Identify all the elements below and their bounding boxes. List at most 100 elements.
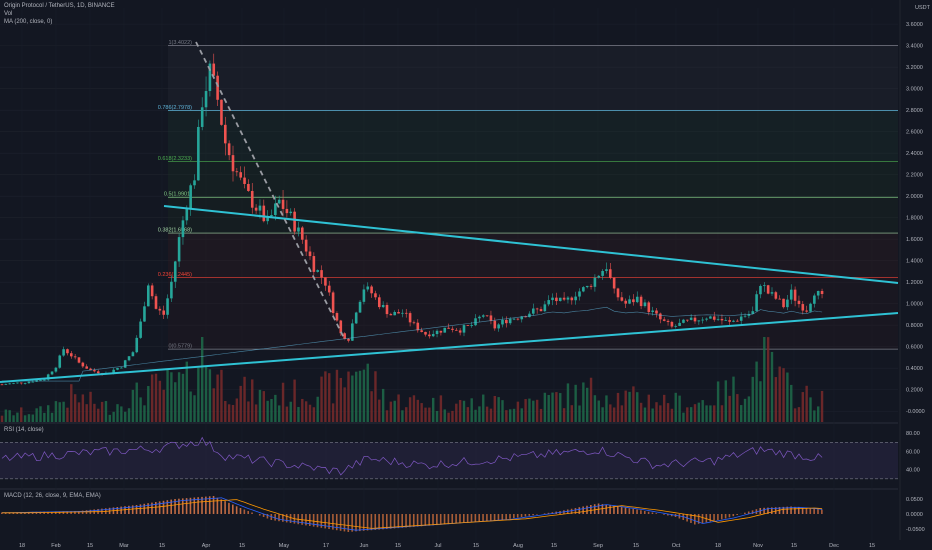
y-tick-label: 2.2000: [906, 173, 923, 179]
volume-bar: [478, 406, 481, 422]
candle-body: [327, 285, 331, 293]
candle-body: [143, 306, 146, 322]
macd-hist-bar: [805, 508, 808, 514]
candle-body: [4, 384, 8, 385]
volume-bar: [35, 408, 38, 422]
macd-hist-bar: [412, 514, 415, 527]
candle-body: [370, 286, 373, 294]
macd-legend[interactable]: MACD (12, 26, close, 9, EMA, EMA): [4, 493, 101, 499]
volume-bar: [732, 376, 735, 422]
candle-body: [189, 185, 192, 210]
macd-hist-bar: [574, 508, 577, 514]
volume-bar: [682, 412, 685, 422]
candle-body: [782, 298, 785, 308]
candle-body: [693, 317, 697, 322]
candle-body: [235, 171, 239, 173]
candle-body: [447, 327, 450, 329]
macd-hist-bar: [620, 507, 623, 514]
dashed-projection-line: [195, 41, 346, 341]
volume-bar: [347, 371, 350, 422]
candle-body: [489, 315, 493, 321]
macd-hist-bar: [701, 514, 704, 523]
volume-bar: [70, 384, 73, 422]
macd-hist-bar: [285, 514, 288, 523]
macd-hist-bar: [432, 514, 434, 526]
macd-hist-bar: [174, 499, 176, 514]
y-tick-label: 0.6000: [906, 345, 923, 351]
candle-body: [19, 382, 23, 384]
chart-title: Origin Protocol / TetherUS, 1D, BINANCE: [4, 3, 115, 9]
y-tick-label: 0.8000: [906, 323, 923, 329]
volume-bar: [612, 407, 616, 422]
volume-bar: [451, 410, 454, 422]
volume-bar: [220, 369, 223, 422]
rsi-pane: [0, 436, 898, 480]
volume-bar: [497, 397, 500, 422]
candle-body: [578, 291, 581, 297]
volume-bar: [150, 374, 154, 422]
candle-body: [801, 304, 805, 311]
volume-bar: [66, 407, 69, 422]
volume-bar: [516, 401, 520, 422]
volume-bar: [697, 402, 701, 422]
volume-bar: [254, 404, 258, 422]
x-tick-label: Nov: [753, 543, 763, 549]
candle-body: [643, 302, 647, 307]
macd-hist-bar: [143, 503, 146, 514]
volume-bar: [578, 405, 581, 422]
volume-bar: [328, 373, 331, 422]
macd-hist-bar: [767, 507, 769, 514]
macd-hist-bar: [4, 512, 7, 514]
rsi-legend[interactable]: RSI (14, close): [4, 427, 44, 433]
macd-hist-bar: [497, 514, 500, 521]
candle-body: [628, 299, 631, 304]
ma-legend[interactable]: MA (200, close, 0): [4, 19, 53, 25]
candle-body: [574, 296, 577, 301]
y-tick-label: 2.8000: [906, 108, 923, 114]
candle-body: [535, 308, 539, 310]
volume-bar: [301, 398, 304, 422]
rsi-band: [0, 442, 898, 479]
volume-bar: [520, 408, 523, 422]
volume-bar: [636, 392, 639, 422]
candle-body: [809, 303, 812, 312]
macd-hist-bar: [197, 497, 199, 514]
candle-body: [789, 289, 793, 300]
macd-hist-bar: [694, 514, 696, 525]
candle-body: [635, 296, 639, 303]
macd-hist-bar: [309, 514, 311, 526]
volume-bar: [751, 376, 754, 422]
volume-bar: [632, 386, 635, 422]
volume-bar: [370, 391, 373, 422]
volume-bar: [147, 386, 150, 422]
macd-hist-bar: [717, 514, 719, 520]
volume-bar: [393, 400, 396, 422]
x-tick-label: Dec: [829, 543, 839, 549]
candle-body: [16, 382, 19, 384]
volume-bar: [201, 337, 204, 422]
volume-bar: [782, 368, 785, 422]
macd-hist-bar: [208, 496, 211, 514]
candle-body: [747, 313, 751, 316]
macd-hist-bar: [790, 506, 792, 514]
candle-body: [443, 327, 447, 333]
volume-bar: [389, 401, 393, 422]
macd-hist-bar: [705, 514, 708, 523]
candle-body: [8, 383, 11, 385]
candle-body: [170, 281, 173, 299]
vol-legend[interactable]: Vol: [4, 11, 13, 17]
macd-hist-bar: [817, 509, 819, 514]
volume-bar: [439, 395, 443, 422]
candle-body: [43, 379, 46, 381]
volume-bar: [331, 403, 335, 422]
macd-hist-bar: [428, 514, 430, 526]
candle-body: [404, 312, 408, 314]
candle-body: [813, 295, 816, 304]
time-axis: 18 Feb 15 Mar 15 Apr 15 May 17 Jun 15 Jul 15 Aug 15 Sep…: [19, 543, 875, 549]
macd-hist-bar: [786, 506, 788, 514]
candle-body: [739, 316, 743, 321]
candle-body: [158, 308, 162, 311]
candle-body: [89, 368, 92, 371]
macd-hist-bar: [147, 503, 149, 514]
